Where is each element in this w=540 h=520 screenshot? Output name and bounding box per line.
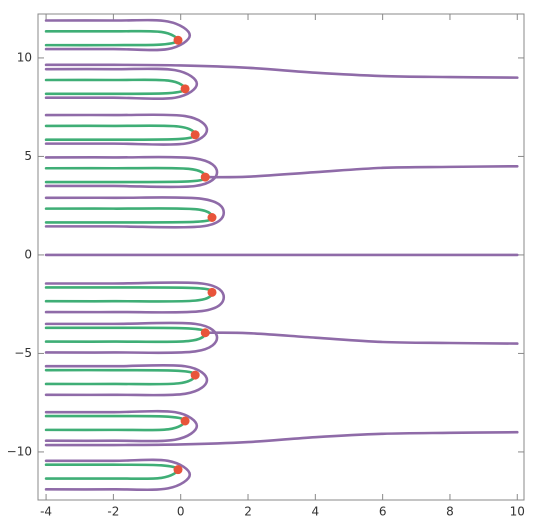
plot-frame	[37, 13, 525, 501]
x-tick-label: 0	[177, 505, 185, 519]
curve	[44, 155, 219, 189]
point	[173, 35, 183, 45]
x-tick-label: -2	[107, 505, 119, 519]
y-tick-label: 5	[24, 149, 32, 163]
curve	[44, 196, 226, 229]
curve	[44, 113, 209, 146]
x-tick-label: 6	[379, 505, 387, 519]
point	[207, 287, 217, 297]
x-tick-label: -4	[40, 505, 52, 519]
point	[173, 465, 183, 475]
y-tick-label: 0	[24, 247, 32, 261]
point	[200, 328, 210, 338]
curve	[44, 368, 197, 386]
curve	[44, 463, 180, 481]
curve	[44, 414, 187, 432]
curve	[44, 124, 197, 142]
x-tick-label: 10	[510, 505, 525, 519]
y-tick-label: 10	[17, 50, 32, 64]
curve	[44, 363, 209, 397]
curve	[44, 286, 214, 303]
point	[190, 130, 200, 140]
curve	[44, 18, 192, 52]
y-tick-label: −5	[14, 346, 32, 360]
curve	[44, 281, 226, 314]
curve	[203, 331, 519, 345]
point	[180, 416, 190, 426]
curve	[44, 458, 192, 492]
x-tick-label: 8	[446, 505, 454, 519]
point	[207, 213, 217, 223]
x-tick-label: 2	[244, 505, 252, 519]
curve	[44, 409, 199, 443]
point	[200, 172, 210, 182]
point	[180, 84, 190, 94]
y-tick-label: −10	[7, 444, 32, 458]
curve	[44, 63, 519, 79]
curve	[44, 166, 207, 184]
x-tick-label: 4	[312, 505, 320, 519]
curve	[44, 207, 214, 224]
curve	[44, 321, 219, 355]
curve	[44, 326, 207, 344]
curve	[44, 29, 180, 47]
curve	[44, 67, 199, 101]
curve	[44, 78, 187, 96]
point	[190, 370, 200, 380]
curve	[203, 164, 519, 179]
curve	[44, 430, 519, 447]
